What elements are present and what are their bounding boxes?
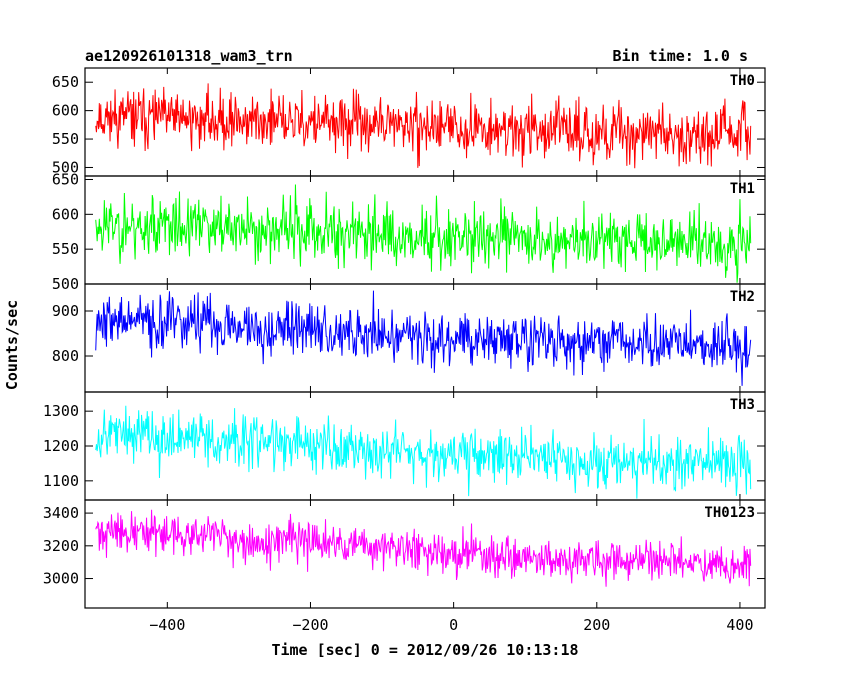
series-line-th2: [95, 290, 752, 386]
y-tick-label: 3000: [43, 570, 79, 588]
y-tick-label: 550: [52, 240, 79, 258]
y-tick-label: 650: [52, 170, 79, 188]
x-tick-label: −400: [149, 616, 185, 634]
y-tick-label: 500: [52, 275, 79, 293]
series-line-th1: [95, 184, 752, 283]
panel-th3: 1100 1200 1300 TH3: [43, 391, 766, 501]
x-axis: −400 −200 0 200 400: [149, 616, 753, 634]
series-line-th0: [95, 83, 752, 169]
x-tick-label: 200: [583, 616, 610, 634]
panel-label: TH1: [730, 181, 755, 197]
x-tick-label: 400: [726, 616, 753, 634]
panel-label: TH0123: [704, 505, 755, 521]
x-axis-title: Time [sec] 0 = 2012/09/26 10:13:18: [271, 641, 578, 659]
panel-label: TH2: [730, 289, 755, 305]
y-tick-label: 550: [52, 130, 79, 148]
panel-th1: 500 550 600 650 TH1: [52, 170, 766, 293]
series-line-th3: [95, 405, 752, 499]
y-tick-label: 1200: [43, 437, 79, 455]
x-tick-label: 0: [449, 616, 458, 634]
y-tick-label: 3400: [43, 504, 79, 522]
panel-th0123: 3000 3200 3400 TH0123: [43, 499, 766, 609]
y-tick-label: 1100: [43, 472, 79, 490]
panel-frame: [84, 499, 766, 609]
y-tick-label: 900: [52, 302, 79, 320]
panel-th2: 800 900 TH2: [52, 283, 766, 393]
y-tick-label: 650: [52, 73, 79, 91]
panel-label: TH3: [730, 397, 755, 413]
series-line-th0123: [95, 509, 752, 587]
y-tick-label: 3200: [43, 537, 79, 555]
y-axis-title: Counts/sec: [3, 300, 21, 390]
y-tick-label: 1300: [43, 402, 79, 420]
panel-th0: 500 550 600 650 TH0: [52, 67, 766, 177]
y-tick-label: 600: [52, 205, 79, 223]
y-tick-label: 600: [52, 102, 79, 120]
bin-time-label: Bin time: 1.0 s: [613, 47, 748, 65]
y-tick-label: 500: [52, 158, 79, 176]
panels-group: 500 550 600 650 TH0 500 550 600 650 TH1 800 900 TH2 1…: [43, 67, 766, 609]
x-tick-label: −200: [292, 616, 328, 634]
y-tick-label: 800: [52, 347, 79, 365]
chart-title: ae120926101318_wam3_trn: [85, 47, 293, 65]
panel-label: TH0: [730, 73, 755, 89]
